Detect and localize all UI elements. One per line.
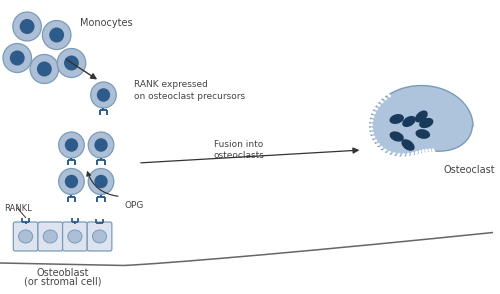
- Text: OPG: OPG: [124, 201, 144, 210]
- Circle shape: [10, 51, 24, 66]
- Circle shape: [20, 19, 34, 34]
- Ellipse shape: [402, 116, 416, 127]
- Circle shape: [42, 21, 71, 49]
- Ellipse shape: [419, 118, 434, 128]
- Ellipse shape: [43, 230, 58, 243]
- Circle shape: [13, 12, 42, 41]
- FancyBboxPatch shape: [87, 222, 112, 251]
- Circle shape: [58, 168, 84, 195]
- Circle shape: [88, 132, 114, 158]
- Text: (or stromal cell): (or stromal cell): [24, 277, 102, 287]
- FancyBboxPatch shape: [14, 222, 38, 251]
- Ellipse shape: [390, 131, 404, 142]
- Circle shape: [49, 27, 64, 43]
- Circle shape: [65, 175, 78, 188]
- Circle shape: [57, 49, 86, 78]
- Circle shape: [65, 138, 78, 152]
- Text: osteoclasts: osteoclasts: [214, 151, 264, 160]
- Ellipse shape: [416, 129, 430, 139]
- Circle shape: [97, 88, 110, 102]
- Circle shape: [94, 138, 108, 152]
- Ellipse shape: [415, 111, 428, 123]
- Ellipse shape: [68, 230, 82, 243]
- Ellipse shape: [18, 230, 32, 243]
- FancyBboxPatch shape: [38, 222, 62, 251]
- Ellipse shape: [390, 114, 404, 124]
- Circle shape: [94, 175, 108, 188]
- Ellipse shape: [92, 230, 106, 243]
- Ellipse shape: [402, 139, 414, 151]
- Text: Fusion into: Fusion into: [214, 139, 264, 148]
- Circle shape: [64, 56, 79, 71]
- Circle shape: [88, 168, 114, 195]
- Text: Osteoblast: Osteoblast: [36, 268, 89, 278]
- Circle shape: [58, 132, 84, 158]
- Polygon shape: [370, 86, 473, 156]
- Text: on osteoclast precursors: on osteoclast precursors: [134, 92, 245, 101]
- FancyBboxPatch shape: [62, 222, 87, 251]
- Circle shape: [37, 61, 52, 76]
- Text: Monocytes: Monocytes: [80, 18, 132, 28]
- Text: Osteoclast: Osteoclast: [444, 165, 495, 175]
- Text: RANKL: RANKL: [4, 203, 32, 213]
- Text: RANK expressed: RANK expressed: [134, 79, 208, 88]
- Circle shape: [3, 44, 32, 73]
- Circle shape: [90, 82, 117, 108]
- Circle shape: [30, 54, 58, 83]
